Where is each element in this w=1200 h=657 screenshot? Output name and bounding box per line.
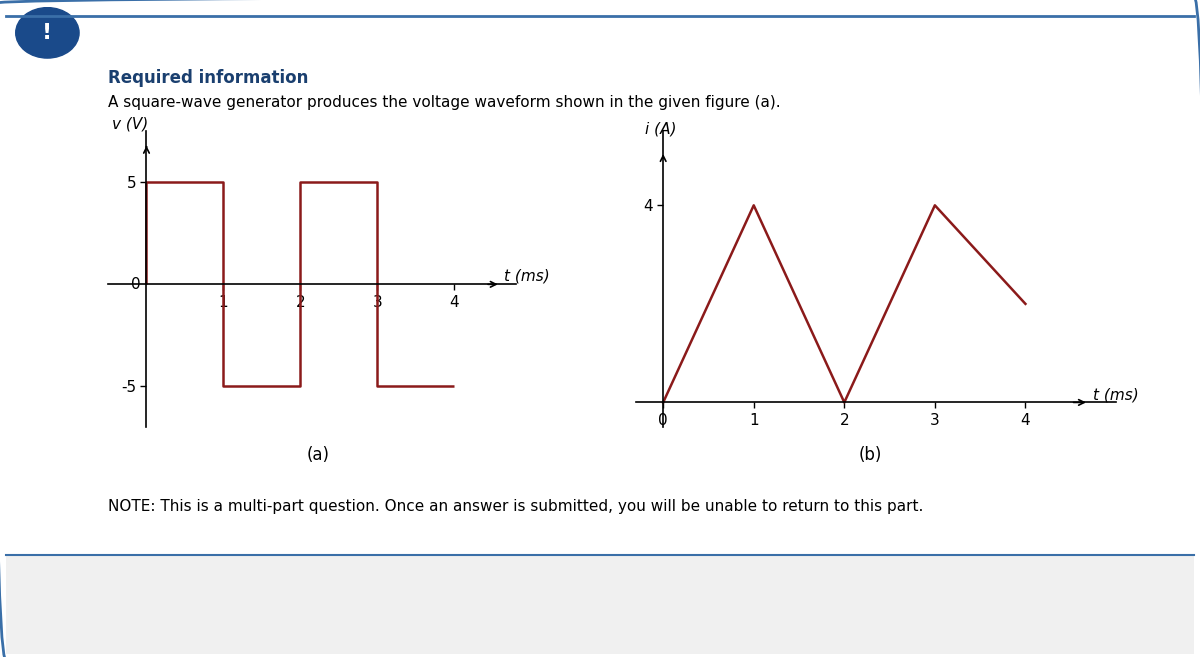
Text: 0: 0 [131,277,140,292]
Text: (b): (b) [858,446,882,464]
Text: ads to conversion of the voltage waveform to the triangular current waveform as : ads to conversion of the voltage wavefor… [198,585,1003,600]
Text: Required information: Required information [108,69,308,87]
Circle shape [16,8,79,58]
Text: Differentiating: Differentiating [25,623,122,635]
Text: (Click to select): (Click to select) [49,570,146,583]
Text: t (ms): t (ms) [1093,388,1139,403]
Text: v (V): v (V) [112,116,148,131]
Text: (a): (a) [306,446,330,464]
Text: ✓: ✓ [22,570,32,583]
Text: t (ms): t (ms) [504,269,551,284]
Text: NOTE: This is a multi-part question. Once an answer is submitted, you will be un: NOTE: This is a multi-part question. Onc… [108,499,923,514]
Text: A square-wave generator produces the voltage waveform shown in the given figure : A square-wave generator produces the vol… [108,95,781,110]
Text: i (A): i (A) [646,122,677,137]
Text: Integrating: Integrating [25,599,100,612]
Text: !: ! [42,23,53,43]
